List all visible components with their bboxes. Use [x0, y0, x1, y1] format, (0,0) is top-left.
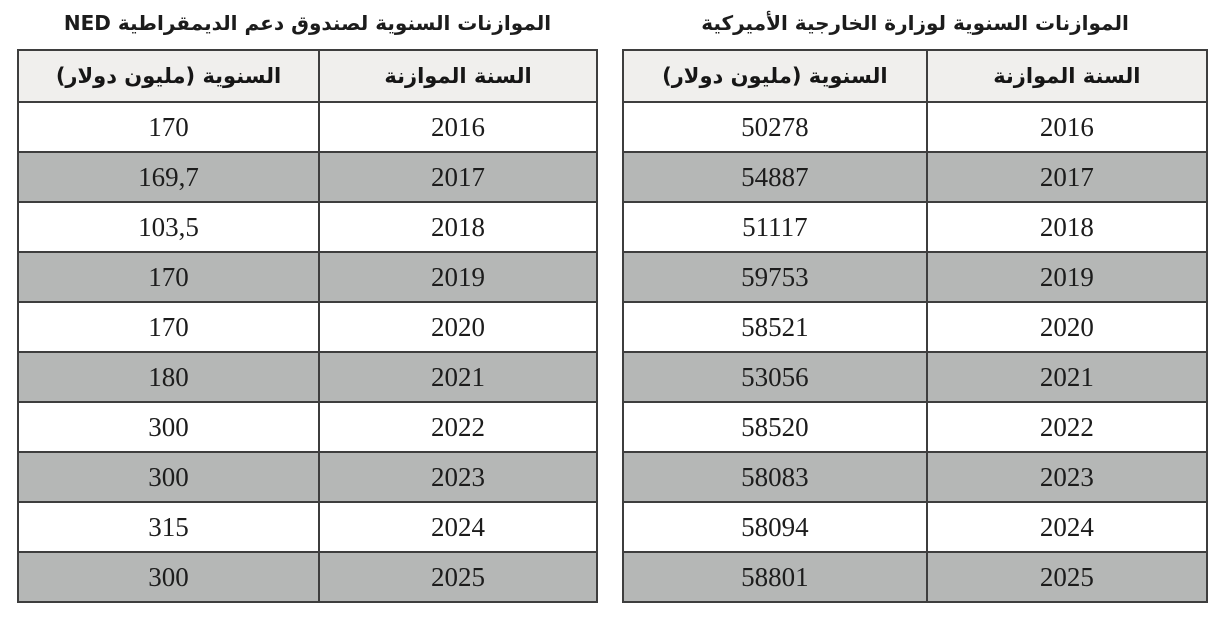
year-cell: 2018 — [318, 201, 598, 253]
state-dept-table-title: الموازنات السنوية لوزارة الخارجية الأمير… — [701, 11, 1129, 35]
year-cell: 2025 — [318, 551, 598, 603]
year-cell: 2019 — [925, 251, 1209, 303]
year-cell: 2016 — [925, 101, 1209, 153]
table-row: 2020 58521 — [622, 301, 1209, 353]
amount-cell: 169,7 — [16, 151, 321, 203]
table-row: 2019 59753 — [622, 251, 1209, 303]
amount-cell: 170 — [16, 101, 321, 153]
state-dept-table-body: 2016 50278 2017 54887 2018 51117 2019 59753 2020… — [622, 101, 1209, 603]
state-dept-table-block: الموازنات السنوية لوزارة الخارجية الأمير… — [622, 9, 1209, 603]
table-row: 2018 103,5 — [16, 201, 598, 253]
ned-table-title: الموازنات السنوية لصندوق دعم الديمقراطية… — [63, 11, 552, 35]
ned-amount-column-header: السنوية (مليون دولار) — [16, 49, 321, 103]
table-row: 2024 315 — [16, 501, 598, 553]
ned-header-row: السنة الموازنة السنوية (مليون دولار) — [16, 49, 598, 103]
table-row: 2016 50278 — [622, 101, 1209, 153]
ned-table-block: الموازنات السنوية لصندوق دعم الديمقراطية… — [16, 9, 598, 603]
amount-cell: 58521 — [622, 301, 928, 353]
table-row: 2020 170 — [16, 301, 598, 353]
amount-cell: 51117 — [622, 201, 928, 253]
state-dept-table: السنة الموازنة السنوية (مليون دولار) 201… — [622, 49, 1209, 603]
state-dept-header-row: السنة الموازنة السنوية (مليون دولار) — [622, 49, 1209, 103]
amount-cell: 300 — [16, 401, 321, 453]
table-row: 2024 58094 — [622, 501, 1209, 553]
year-cell: 2024 — [925, 501, 1209, 553]
year-cell: 2016 — [318, 101, 598, 153]
ned-table: السنة الموازنة السنوية (مليون دولار) 201… — [16, 49, 598, 603]
ned-year-column-header: السنة الموازنة — [318, 49, 598, 103]
year-cell: 2024 — [318, 501, 598, 553]
amount-cell: 103,5 — [16, 201, 321, 253]
table-row: 2023 58083 — [622, 451, 1209, 503]
state-dept-amount-column-header: السنوية (مليون دولار) — [622, 49, 928, 103]
year-cell: 2018 — [925, 201, 1209, 253]
table-row: 2021 180 — [16, 351, 598, 403]
table-row: 2016 170 — [16, 101, 598, 153]
year-cell: 2017 — [925, 151, 1209, 203]
year-cell: 2020 — [925, 301, 1209, 353]
year-cell: 2021 — [318, 351, 598, 403]
amount-cell: 53056 — [622, 351, 928, 403]
table-row: 2019 170 — [16, 251, 598, 303]
amount-cell: 58083 — [622, 451, 928, 503]
amount-cell: 54887 — [622, 151, 928, 203]
table-row: 2025 58801 — [622, 551, 1209, 603]
amount-cell: 50278 — [622, 101, 928, 153]
year-cell: 2025 — [925, 551, 1209, 603]
amount-cell: 59753 — [622, 251, 928, 303]
amount-cell: 58520 — [622, 401, 928, 453]
amount-cell: 300 — [16, 451, 321, 503]
amount-cell: 58801 — [622, 551, 928, 603]
year-cell: 2020 — [318, 301, 598, 353]
year-cell: 2021 — [925, 351, 1209, 403]
table-row: 2017 54887 — [622, 151, 1209, 203]
year-cell: 2022 — [318, 401, 598, 453]
table-row: 2025 300 — [16, 551, 598, 603]
table-row: 2022 58520 — [622, 401, 1209, 453]
amount-cell: 170 — [16, 251, 321, 303]
year-cell: 2019 — [318, 251, 598, 303]
ned-table-body: 2016 170 2017 169,7 2018 103,5 2019 170 2020 170 2… — [16, 101, 598, 603]
state-dept-year-column-header: السنة الموازنة — [925, 49, 1209, 103]
amount-cell: 170 — [16, 301, 321, 353]
table-row: 2017 169,7 — [16, 151, 598, 203]
year-cell: 2023 — [925, 451, 1209, 503]
amount-cell: 300 — [16, 551, 321, 603]
year-cell: 2017 — [318, 151, 598, 203]
amount-cell: 58094 — [622, 501, 928, 553]
amount-cell: 180 — [16, 351, 321, 403]
year-cell: 2023 — [318, 451, 598, 503]
table-row: 2022 300 — [16, 401, 598, 453]
table-row: 2023 300 — [16, 451, 598, 503]
year-cell: 2022 — [925, 401, 1209, 453]
amount-cell: 315 — [16, 501, 321, 553]
table-row: 2021 53056 — [622, 351, 1209, 403]
table-row: 2018 51117 — [622, 201, 1209, 253]
